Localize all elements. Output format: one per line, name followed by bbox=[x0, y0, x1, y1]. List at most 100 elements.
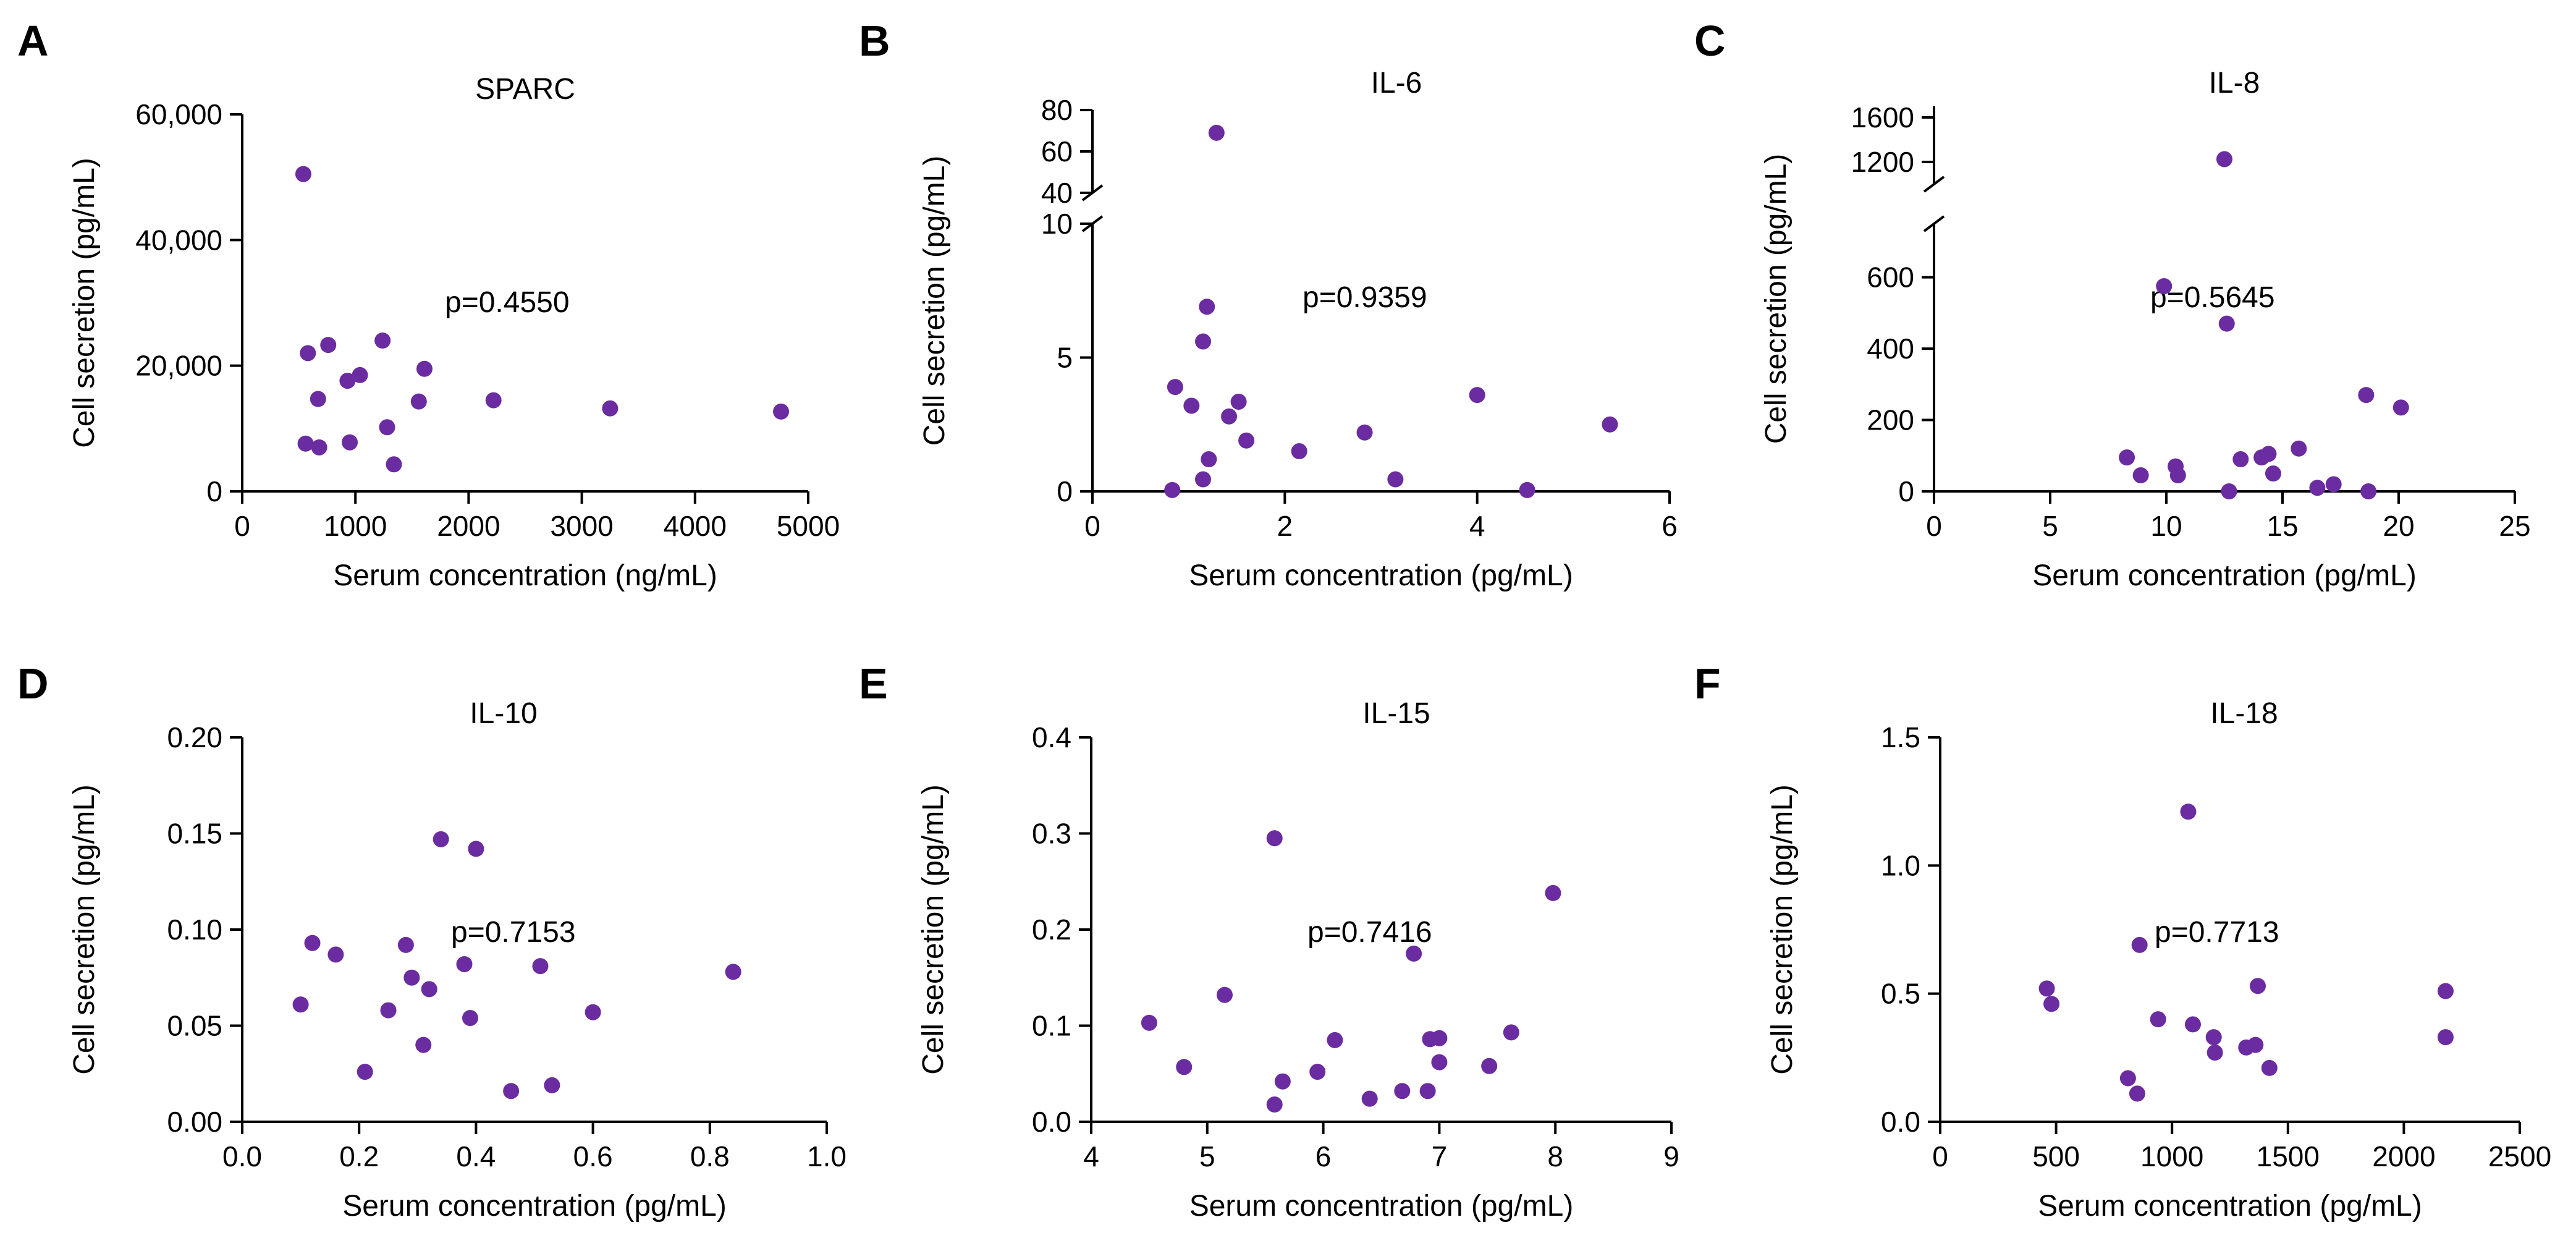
data-point bbox=[397, 936, 414, 953]
data-point bbox=[2216, 151, 2232, 167]
data-point bbox=[2392, 399, 2409, 416]
x-tick-label: 3000 bbox=[550, 510, 613, 542]
data-point bbox=[1208, 124, 1225, 141]
data-point bbox=[415, 1036, 432, 1053]
data-point bbox=[1602, 416, 1618, 433]
data-point bbox=[1361, 1090, 1378, 1107]
y-tick-label: 0.4 bbox=[1032, 721, 1071, 753]
x-tick-label: 4 bbox=[1469, 510, 1485, 542]
data-point bbox=[421, 981, 437, 998]
x-tick-label: 10 bbox=[2150, 510, 2182, 542]
data-point bbox=[725, 964, 741, 980]
y-tick-label: 20,000 bbox=[135, 350, 222, 382]
data-point bbox=[2265, 465, 2281, 482]
y-tick-label-upper: 1200 bbox=[1851, 146, 1914, 178]
x-tick-label: 0.8 bbox=[690, 1140, 730, 1172]
data-point bbox=[1431, 1030, 1448, 1046]
data-point bbox=[374, 333, 391, 349]
data-point bbox=[2232, 451, 2249, 468]
data-point bbox=[2184, 1016, 2201, 1033]
y-tick-label: 0.0 bbox=[1881, 1106, 1920, 1138]
data-point bbox=[2119, 1070, 2136, 1087]
x-tick-label: 0 bbox=[234, 510, 250, 542]
data-point bbox=[339, 373, 356, 389]
x-axis-label: Serum concentration (pg/mL) bbox=[2032, 559, 2417, 592]
x-tick-label: 2 bbox=[1277, 510, 1293, 542]
data-point bbox=[1545, 884, 1561, 901]
x-tick-label: 5000 bbox=[777, 510, 840, 542]
data-point bbox=[1266, 830, 1283, 847]
data-point bbox=[2309, 480, 2326, 496]
x-tick-label: 6 bbox=[1315, 1140, 1332, 1172]
panel-c: C IL-8 0 5 10 15 20 25 Serum concentration (pg/m… bbox=[1694, 17, 2531, 592]
data-point bbox=[2260, 446, 2277, 462]
y-tick-label: 0.15 bbox=[167, 818, 222, 850]
data-point bbox=[2250, 978, 2266, 994]
panel-d: D IL-10 0.0 0.2 0.4 0.6 0.8 1.0 Serum concentrat… bbox=[17, 659, 847, 1223]
data-point bbox=[1195, 333, 1212, 350]
data-point bbox=[1309, 1064, 1326, 1080]
data-point bbox=[2132, 467, 2149, 484]
y-tick-label: 0.0 bbox=[1032, 1106, 1071, 1138]
data-point bbox=[297, 435, 314, 452]
data-point bbox=[1230, 393, 1247, 410]
x-tick-label: 6 bbox=[1662, 510, 1678, 542]
panel-letter: A bbox=[17, 17, 49, 65]
data-point bbox=[2038, 980, 2055, 997]
data-point bbox=[2169, 467, 2186, 484]
data-point bbox=[2218, 315, 2235, 332]
p-value-annotation: p=0.7416 bbox=[1307, 916, 1432, 949]
x-tick-label: 0.6 bbox=[573, 1140, 613, 1172]
x-tick-label: 25 bbox=[2499, 510, 2530, 542]
y-tick-label: 60,000 bbox=[135, 98, 222, 130]
data-point bbox=[1291, 443, 1307, 460]
data-point bbox=[544, 1077, 560, 1093]
data-point bbox=[1238, 432, 1255, 449]
x-tick-label: 1500 bbox=[2257, 1140, 2320, 1172]
y-axis-label: Cell secretion (pg/mL) bbox=[68, 158, 101, 448]
data-point bbox=[2437, 983, 2454, 999]
x-tick-label: 2000 bbox=[437, 510, 500, 542]
data-point bbox=[1216, 986, 1233, 1003]
x-tick-label: 500 bbox=[2032, 1140, 2080, 1172]
x-tick-label: 0 bbox=[1084, 510, 1100, 542]
y-tick-label: 40,000 bbox=[135, 224, 222, 256]
y-tick-label: 0.05 bbox=[167, 1010, 222, 1042]
y-axis-label: Cell secretion (pg/mL) bbox=[918, 156, 951, 446]
data-point bbox=[1419, 1083, 1436, 1100]
p-value-annotation: p=0.4550 bbox=[445, 286, 570, 319]
data-point bbox=[1519, 481, 1535, 498]
y-tick-label: 0 bbox=[1057, 475, 1073, 507]
data-point bbox=[311, 439, 327, 456]
data-point bbox=[2043, 996, 2060, 1012]
data-point bbox=[2261, 1059, 2278, 1076]
data-point bbox=[2206, 1045, 2223, 1061]
panel-letter: B bbox=[859, 17, 890, 65]
y-tick-label: 1.5 bbox=[1881, 721, 1920, 753]
data-point bbox=[310, 391, 326, 407]
y-axis-label: Cell secretion (pg/mL) bbox=[1760, 154, 1793, 444]
y-tick-label: 5 bbox=[1057, 342, 1073, 374]
data-point bbox=[1481, 1058, 1498, 1074]
y-tick-label: 0.20 bbox=[167, 721, 222, 753]
data-point bbox=[773, 403, 790, 420]
p-value-annotation: p=0.9359 bbox=[1303, 281, 1427, 314]
p-value-annotation: p=0.7153 bbox=[451, 916, 576, 949]
data-point bbox=[2129, 1085, 2145, 1102]
data-point bbox=[295, 166, 311, 182]
data-point bbox=[1387, 471, 1404, 488]
x-axis-label: Serum concentration (pg/mL) bbox=[1189, 1190, 1574, 1223]
x-tick-label: 15 bbox=[2266, 510, 2298, 542]
data-point bbox=[357, 1064, 373, 1080]
data-point bbox=[1176, 1059, 1193, 1075]
data-point bbox=[1356, 424, 1373, 441]
data-point bbox=[585, 1004, 601, 1020]
data-point bbox=[1167, 379, 1183, 396]
data-point bbox=[1221, 408, 1238, 425]
data-point bbox=[386, 456, 402, 473]
y-tick-label-upper: 1600 bbox=[1851, 101, 1914, 134]
x-tick-label: 20 bbox=[2383, 510, 2414, 542]
data-point bbox=[1183, 397, 1200, 414]
data-point bbox=[1503, 1024, 1519, 1041]
